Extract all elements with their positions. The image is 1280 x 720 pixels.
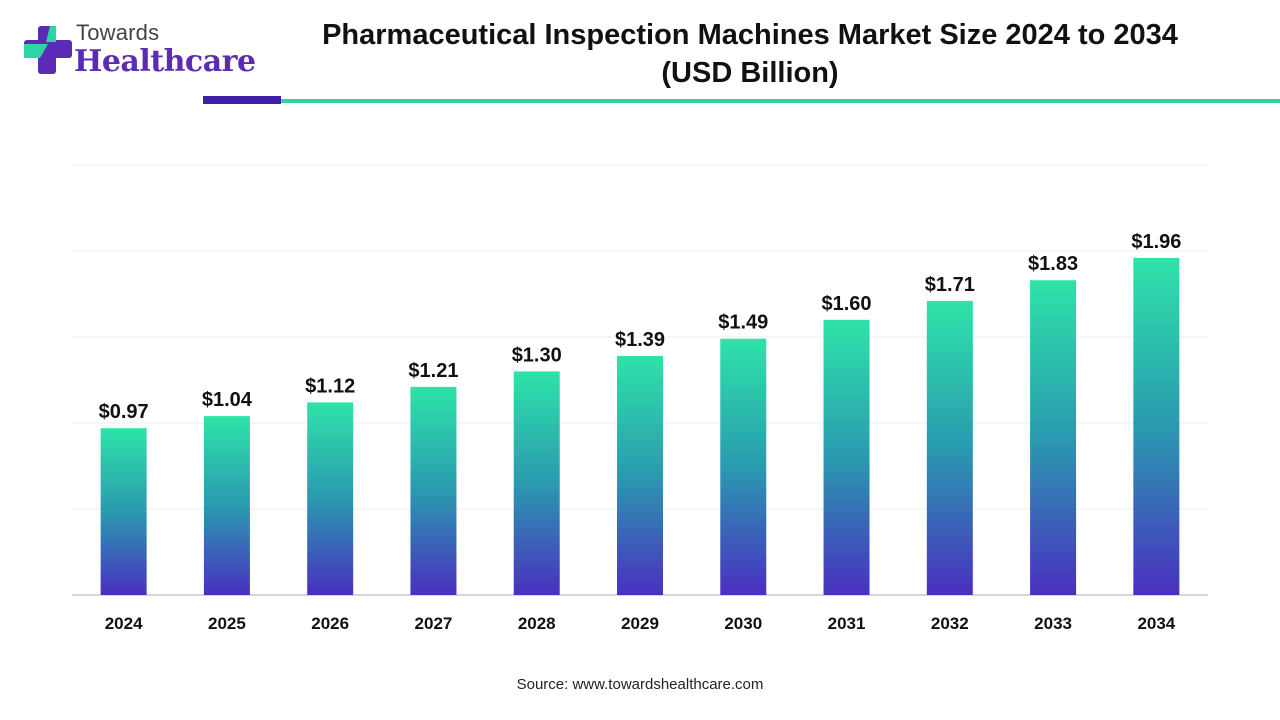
data-label-2031: $1.60 xyxy=(822,293,872,315)
bar-2029 xyxy=(617,355,663,595)
brand-name-bottom: Healthcare xyxy=(74,44,256,79)
data-label-2024: $0.97 xyxy=(99,401,149,423)
x-tick-label-2032: 2032 xyxy=(931,614,969,633)
bar-2024 xyxy=(100,428,147,595)
x-tick-label-2025: 2025 xyxy=(208,614,246,633)
bar-2030 xyxy=(720,338,767,595)
data-label-2028: $1.30 xyxy=(512,344,562,366)
x-tick-label-2031: 2031 xyxy=(828,614,866,633)
x-tick-label-2029: 2029 xyxy=(621,614,659,633)
source-note: Source: www.towardshealthcare.com xyxy=(516,676,764,693)
chart-title: Pharmaceutical Inspection Machines Marke… xyxy=(322,19,1178,51)
chart-title-block: Pharmaceutical Inspection Machines Marke… xyxy=(290,16,1210,92)
bar-2027 xyxy=(410,386,457,595)
medical-cross-icon xyxy=(24,26,72,74)
data-label-2027: $1.21 xyxy=(408,360,458,382)
bar-2032 xyxy=(926,300,973,595)
bar-2031 xyxy=(823,319,870,595)
x-tick-label-2030: 2030 xyxy=(724,614,762,633)
header-accent-green xyxy=(281,99,1280,103)
bar-2034 xyxy=(1133,257,1180,595)
bar-2026 xyxy=(307,402,354,595)
x-tick-label-2033: 2033 xyxy=(1034,614,1072,633)
data-label-2032: $1.71 xyxy=(925,274,975,296)
brand-logo: Towards Healthcare xyxy=(20,18,256,88)
data-label-2034: $1.96 xyxy=(1131,231,1181,253)
data-label-2033: $1.83 xyxy=(1028,253,1078,275)
data-label-2029: $1.39 xyxy=(615,329,665,351)
data-label-2026: $1.12 xyxy=(305,375,355,397)
x-tick-label-2028: 2028 xyxy=(518,614,556,633)
x-tick-label-2024: 2024 xyxy=(105,614,143,633)
bar-2028 xyxy=(513,371,560,595)
header-accent-purple xyxy=(203,96,281,104)
brand-name-top: Towards xyxy=(76,20,160,45)
bar-2025 xyxy=(203,416,250,595)
data-label-2025: $1.04 xyxy=(202,389,253,411)
bar-2033 xyxy=(1030,280,1077,595)
x-tick-label-2027: 2027 xyxy=(415,614,453,633)
x-tick-label-2034: 2034 xyxy=(1137,614,1175,633)
data-label-2030: $1.49 xyxy=(718,312,768,334)
x-tick-label-2026: 2026 xyxy=(311,614,349,633)
chart-subtitle: (USD Billion) xyxy=(661,57,839,89)
